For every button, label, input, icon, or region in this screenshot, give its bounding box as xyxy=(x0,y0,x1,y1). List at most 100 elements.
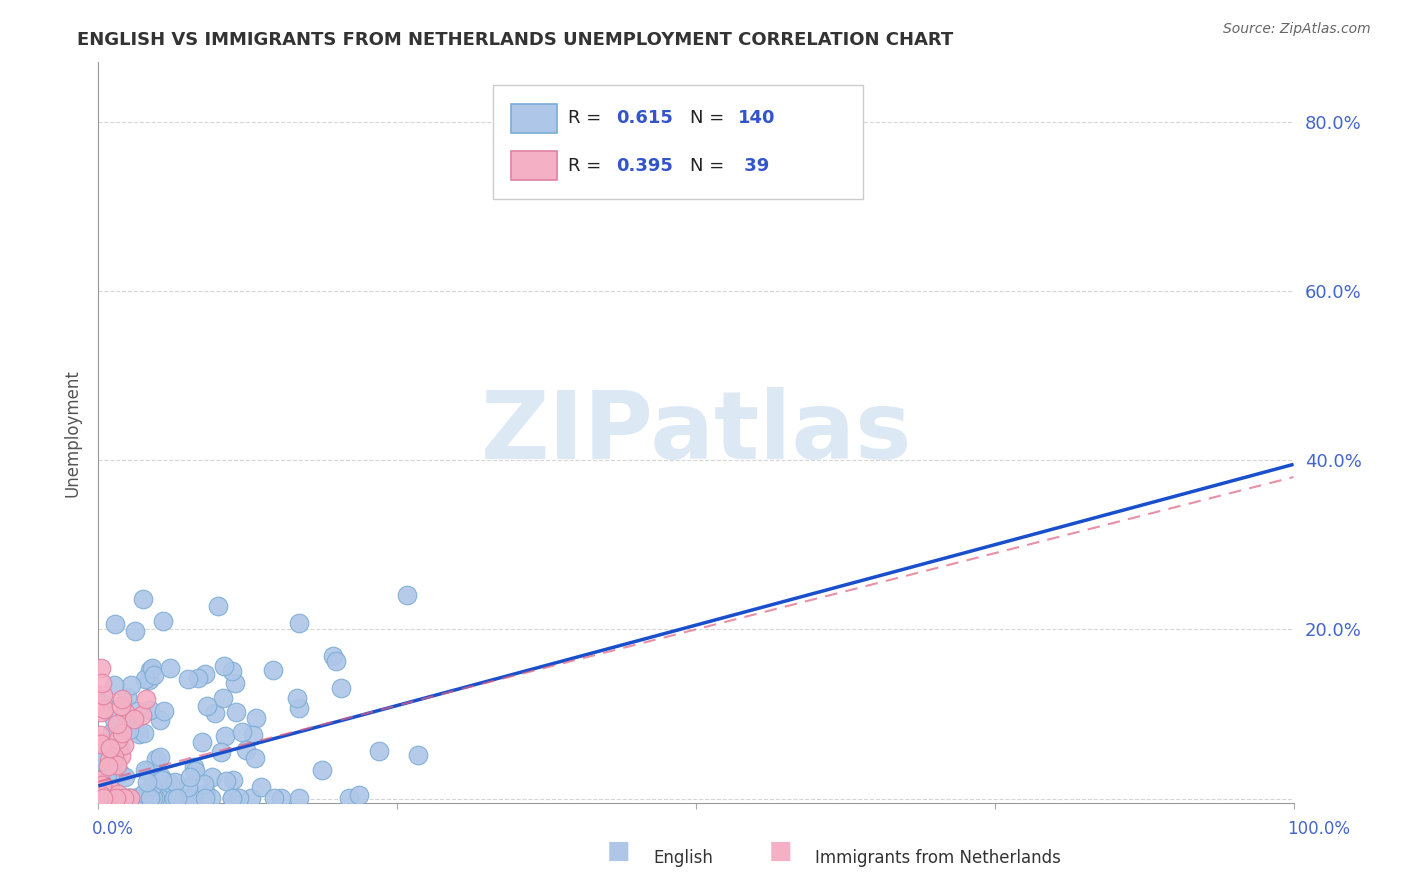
Point xyxy=(166,790,188,805)
Point xyxy=(150,772,173,787)
Point xyxy=(263,790,285,805)
Point xyxy=(194,667,217,681)
Point xyxy=(141,661,163,675)
Point xyxy=(139,790,162,805)
Point xyxy=(91,775,114,789)
Point xyxy=(221,790,243,805)
Point xyxy=(194,786,217,800)
Text: 140: 140 xyxy=(738,110,775,128)
Point xyxy=(212,691,235,706)
Point xyxy=(115,690,138,704)
Point xyxy=(250,780,273,794)
Point xyxy=(114,718,136,732)
Point xyxy=(111,691,134,706)
Point xyxy=(98,782,121,797)
Point xyxy=(110,765,132,780)
Text: 39: 39 xyxy=(738,157,769,175)
Point xyxy=(90,760,112,774)
Point xyxy=(194,790,217,805)
Point xyxy=(118,790,141,805)
Point xyxy=(124,624,146,638)
Point xyxy=(347,789,370,803)
Point xyxy=(118,790,141,805)
Point xyxy=(90,661,112,675)
Point xyxy=(98,787,121,801)
Point xyxy=(224,676,246,690)
Point xyxy=(98,767,121,781)
Point xyxy=(143,790,166,805)
Point xyxy=(103,750,125,764)
Point xyxy=(141,779,163,793)
Point xyxy=(135,692,157,706)
Point xyxy=(177,673,200,687)
Text: English: English xyxy=(654,849,714,867)
Point xyxy=(183,764,205,778)
Point xyxy=(98,790,121,805)
Point xyxy=(98,790,121,805)
Point xyxy=(139,790,162,805)
Point xyxy=(100,752,122,766)
Point xyxy=(89,772,111,787)
Point xyxy=(107,758,129,772)
FancyBboxPatch shape xyxy=(510,151,557,180)
Point xyxy=(111,725,134,739)
Point xyxy=(91,779,114,793)
Point xyxy=(91,689,114,703)
Point xyxy=(107,731,129,746)
Point xyxy=(107,790,129,805)
Point xyxy=(134,726,156,740)
Point xyxy=(122,712,145,726)
Point xyxy=(110,790,132,805)
Point xyxy=(149,770,172,784)
Point xyxy=(134,672,156,686)
Point xyxy=(100,725,122,739)
Point xyxy=(322,649,344,664)
Point xyxy=(110,698,132,713)
Point xyxy=(107,787,129,801)
Point xyxy=(114,770,136,784)
Point xyxy=(89,734,111,748)
Point xyxy=(104,790,127,805)
Point xyxy=(91,696,114,710)
Point xyxy=(152,704,174,718)
Point xyxy=(159,776,181,790)
Point xyxy=(118,723,141,738)
Point xyxy=(97,790,120,805)
Point xyxy=(112,790,135,805)
Point xyxy=(143,667,166,681)
Point xyxy=(214,659,236,673)
Text: N =: N = xyxy=(690,157,730,175)
Point xyxy=(207,599,229,614)
Point xyxy=(97,759,120,773)
Point xyxy=(104,617,127,632)
Point xyxy=(91,676,114,690)
Point xyxy=(235,743,257,757)
Point xyxy=(406,747,429,762)
Point xyxy=(153,790,176,805)
Point xyxy=(103,713,125,727)
Point xyxy=(163,774,186,789)
Point xyxy=(222,773,245,788)
Point xyxy=(93,747,115,761)
Point xyxy=(138,673,160,687)
Text: 100.0%: 100.0% xyxy=(1286,820,1350,838)
Point xyxy=(231,725,253,739)
Point xyxy=(285,690,308,705)
Point xyxy=(215,774,238,789)
Point xyxy=(90,754,112,768)
Point xyxy=(120,678,142,692)
Point xyxy=(122,790,145,805)
Point xyxy=(139,663,162,677)
Point xyxy=(103,678,125,692)
Point xyxy=(105,790,128,805)
Point xyxy=(245,711,267,725)
Point xyxy=(204,706,226,720)
Text: Source: ZipAtlas.com: Source: ZipAtlas.com xyxy=(1223,22,1371,37)
Text: ■: ■ xyxy=(607,839,630,863)
Point xyxy=(165,790,187,805)
Text: ZIPatlas: ZIPatlas xyxy=(481,386,911,479)
Point xyxy=(120,790,142,805)
Point xyxy=(228,790,250,805)
Point xyxy=(214,729,236,743)
Point xyxy=(149,749,172,764)
